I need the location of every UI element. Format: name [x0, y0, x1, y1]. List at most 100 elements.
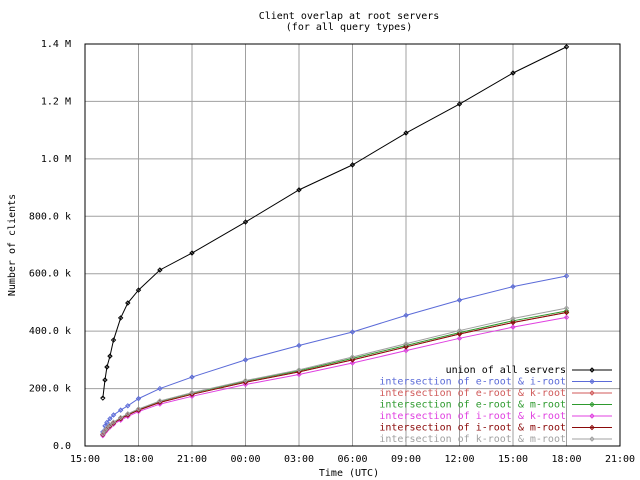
point: [125, 403, 131, 409]
y-tick-label: 200.0 k: [29, 384, 71, 395]
y-tick-label: 800.0 k: [29, 211, 71, 222]
point: [349, 329, 356, 335]
x-tick-label: 18:00: [551, 454, 581, 465]
point: [349, 357, 356, 363]
legend-marker: [589, 436, 595, 442]
y-tick-label: 400.0 k: [29, 326, 71, 337]
x-tick-label: 09:00: [391, 454, 421, 465]
point: [563, 44, 570, 50]
y-tick-label: 600.0 k: [29, 269, 71, 280]
y-tick-label: 1.0 M: [41, 154, 71, 165]
point: [107, 422, 113, 428]
point: [102, 377, 108, 383]
y-tick-label: 0.0: [53, 441, 71, 452]
point: [403, 312, 409, 319]
legend-marker: [589, 390, 595, 396]
point: [189, 250, 195, 256]
point: [100, 431, 106, 437]
legend-label: intersection of k-root & m-root: [379, 434, 566, 445]
y-tick-label: 1.4 M: [41, 39, 71, 50]
point: [110, 419, 117, 425]
point: [563, 309, 570, 316]
point: [296, 367, 302, 373]
point: [242, 377, 249, 384]
chart-subtitle: (for all query types): [286, 22, 412, 33]
y-axis-label: Number of clients: [7, 194, 18, 296]
point: [296, 371, 302, 378]
x-tick-label: 00:00: [230, 454, 260, 465]
point: [456, 297, 463, 303]
point: [349, 360, 356, 366]
point: [563, 273, 570, 279]
point: [125, 411, 131, 417]
point: [117, 414, 124, 421]
x-tick-label: 12:00: [444, 454, 474, 465]
legend-marker: [589, 367, 595, 373]
point: [563, 305, 570, 311]
point: [563, 314, 570, 321]
point: [349, 162, 356, 168]
y-tick-label: 1.2 M: [41, 96, 71, 107]
point: [157, 398, 163, 404]
x-tick-label: 18:00: [123, 454, 153, 465]
point: [125, 300, 131, 306]
series-line: [102, 46, 567, 399]
x-tick-label: 15:00: [70, 454, 100, 465]
point: [456, 101, 463, 107]
point: [189, 374, 195, 380]
legend-marker: [589, 401, 595, 408]
point: [296, 342, 302, 349]
point: [110, 337, 117, 343]
point: [349, 354, 356, 360]
point: [510, 319, 516, 326]
point: [403, 347, 409, 354]
x-axis-label: Time (UTC): [319, 468, 379, 479]
point: [117, 315, 124, 321]
point: [510, 315, 516, 322]
point: [403, 341, 409, 347]
legend-label: intersection of e-root & m-root: [379, 400, 566, 411]
legend-label: intersection of i-root & k-root: [379, 411, 566, 422]
point: [456, 335, 463, 342]
legend-label: intersection of e-root & k-root: [379, 388, 566, 399]
legend-marker: [589, 424, 595, 431]
point: [510, 283, 516, 290]
point: [563, 308, 570, 314]
point: [242, 219, 249, 225]
point: [135, 406, 142, 412]
point: [510, 324, 516, 330]
legend-label: intersection of i-root & m-root: [379, 423, 566, 434]
point: [104, 419, 110, 426]
plot-frame: [84, 43, 621, 447]
point: [135, 395, 142, 402]
point: [110, 412, 117, 418]
legend-label: union of all servers: [446, 365, 566, 376]
point: [510, 70, 516, 76]
point: [242, 381, 249, 388]
point: [104, 364, 110, 370]
x-tick-label: 21:00: [605, 454, 635, 465]
point: [117, 407, 124, 413]
point: [242, 357, 249, 363]
point: [107, 416, 113, 422]
point: [456, 331, 463, 337]
point: [157, 267, 163, 273]
x-tick-label: 15:00: [498, 454, 528, 465]
point: [135, 287, 142, 293]
point: [456, 327, 463, 334]
x-tick-label: 06:00: [337, 454, 367, 465]
point: [296, 187, 302, 193]
legend-marker: [589, 378, 595, 385]
point: [104, 425, 110, 431]
point: [403, 130, 409, 136]
point: [403, 344, 409, 350]
chart-title: Client overlap at root servers: [259, 11, 440, 22]
legend-label: intersection of e-root & i-root: [379, 377, 566, 388]
x-tick-label: 03:00: [284, 454, 314, 465]
point: [189, 389, 195, 396]
x-tick-label: 21:00: [177, 454, 207, 465]
point: [157, 385, 163, 392]
point: [100, 395, 106, 401]
legend-marker: [589, 413, 595, 419]
